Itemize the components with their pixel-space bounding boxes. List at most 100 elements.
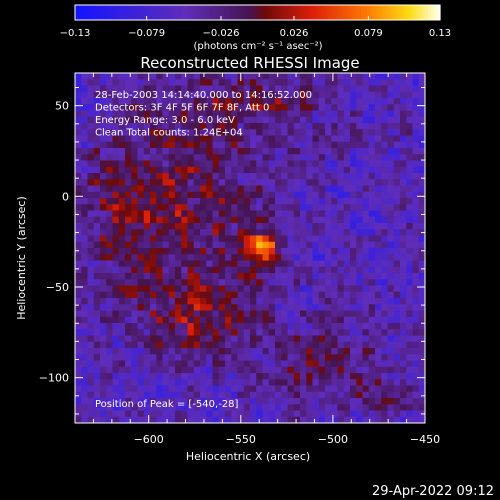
heatmap-cell — [381, 248, 388, 255]
heatmap-cell — [175, 248, 182, 255]
heatmap-cell — [181, 154, 188, 161]
heatmap-cell — [306, 335, 313, 343]
heatmap-cell — [275, 254, 282, 261]
heatmap-cell — [331, 160, 338, 168]
heatmap-cell — [300, 185, 307, 193]
heatmap-cell — [143, 129, 151, 136]
heatmap-cell — [137, 154, 145, 161]
heatmap-cell — [306, 166, 313, 174]
heatmap-cell — [287, 273, 295, 280]
heatmap-cell — [81, 135, 88, 143]
heatmap-cell — [81, 223, 88, 230]
heatmap-cell — [181, 335, 188, 343]
heatmap-cell — [281, 254, 288, 261]
heatmap-cell — [112, 291, 120, 299]
heatmap-cell — [256, 173, 263, 180]
heatmap-cell — [418, 329, 426, 336]
heatmap-cell — [137, 116, 145, 124]
heatmap-cell — [175, 154, 182, 161]
heatmap-cell — [106, 254, 113, 261]
heatmap-cell — [206, 141, 213, 149]
heatmap-cell — [93, 298, 101, 305]
heatmap-cell — [406, 385, 413, 393]
heatmap-cell — [87, 335, 95, 343]
heatmap-cell — [400, 304, 407, 311]
heatmap-cell — [393, 110, 401, 118]
heatmap-cell — [75, 104, 82, 111]
heatmap-cell — [287, 260, 295, 268]
heatmap-cell — [387, 373, 395, 380]
heatmap-cell — [162, 354, 170, 361]
heatmap-cell — [306, 304, 313, 311]
heatmap-cell — [362, 360, 370, 368]
heatmap-cell — [225, 379, 232, 386]
heatmap-cell — [375, 291, 382, 299]
heatmap-cell — [156, 260, 163, 268]
heatmap-cell — [412, 235, 420, 243]
heatmap-cell — [418, 348, 426, 355]
heatmap-cell — [331, 116, 338, 124]
heatmap-cell — [381, 185, 388, 193]
heatmap-cell — [150, 173, 157, 180]
heatmap-cell — [275, 135, 282, 143]
heatmap-cell — [81, 91, 88, 99]
heatmap-cell — [312, 304, 320, 311]
heatmap-cell — [381, 79, 388, 86]
heatmap-cell — [406, 79, 413, 86]
heatmap-cell — [181, 366, 188, 374]
heatmap-cell — [362, 160, 370, 168]
heatmap-cell — [75, 341, 82, 349]
heatmap-cell — [400, 216, 407, 224]
heatmap-cell — [156, 279, 163, 286]
heatmap-cell — [156, 285, 163, 293]
heatmap-cell — [400, 154, 407, 161]
heatmap-cell — [281, 210, 288, 218]
heatmap-cell — [256, 285, 263, 293]
heatmap-cell — [318, 229, 326, 236]
heatmap-cell — [75, 210, 82, 218]
heatmap-cell — [162, 123, 170, 130]
heatmap-cell — [312, 260, 320, 268]
heatmap-cell — [150, 273, 157, 280]
heatmap-cell — [418, 104, 426, 111]
heatmap-cell — [243, 235, 251, 243]
heatmap-cell — [112, 335, 120, 343]
heatmap-cell — [87, 304, 95, 311]
heatmap-cell — [212, 166, 220, 174]
heatmap-cell — [218, 341, 226, 349]
heatmap-cell — [300, 166, 307, 174]
heatmap-cell — [375, 191, 382, 199]
heatmap-cell — [175, 373, 182, 380]
heatmap-cell — [162, 73, 170, 80]
heatmap-cell — [150, 223, 157, 230]
heatmap-cell — [268, 241, 276, 249]
heatmap-cell — [106, 385, 113, 393]
heatmap-cell — [418, 360, 426, 368]
heatmap-cell — [156, 391, 163, 399]
heatmap-cell — [406, 316, 413, 324]
heatmap-cell — [293, 235, 301, 243]
heatmap-cell — [412, 254, 420, 261]
heatmap-cell — [137, 304, 145, 311]
heatmap-cell — [231, 110, 238, 118]
heatmap-cell — [381, 316, 388, 324]
heatmap-cell — [131, 348, 138, 355]
annotation-line: Clean Total counts: 1.24E+04 — [95, 128, 243, 139]
colorbar-swatch — [151, 5, 155, 20]
heatmap-cell — [81, 160, 88, 168]
heatmap-cell — [156, 404, 163, 411]
heatmap-cell — [375, 110, 382, 118]
colorbar-swatch — [87, 5, 91, 20]
heatmap-cell — [381, 104, 388, 111]
heatmap-cell — [212, 116, 220, 124]
heatmap-cell — [243, 366, 251, 374]
heatmap-cell — [75, 98, 82, 105]
heatmap-cell — [175, 391, 182, 399]
heatmap-cell — [418, 385, 426, 393]
heatmap-cell — [343, 198, 351, 205]
heatmap-cell — [162, 235, 170, 243]
heatmap-cell — [312, 391, 320, 399]
heatmap-cell — [331, 154, 338, 161]
heatmap-cell — [325, 91, 332, 99]
heatmap-cell — [106, 79, 113, 86]
